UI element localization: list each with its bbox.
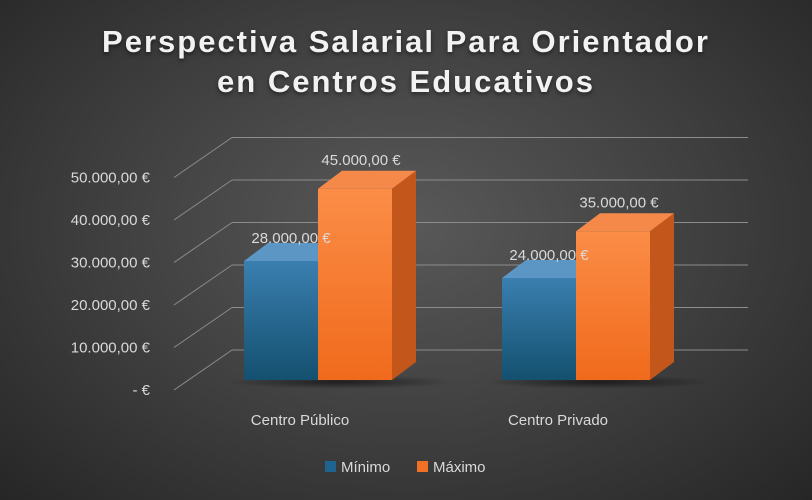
- bar-front-face: [318, 188, 392, 380]
- legend-label: Mínimo: [341, 459, 390, 476]
- bar-front-face: [502, 278, 576, 380]
- gridline-diagonal: [173, 137, 233, 178]
- data-label: 35.000,00 €: [579, 194, 659, 211]
- chart-title-line-2: en Centros Educativos: [217, 64, 595, 99]
- bar-top-face: [502, 260, 600, 278]
- chart-title: Perspectiva Salarial Para Orientador en …: [0, 22, 812, 102]
- y-tick-label: 40.000,00 €: [71, 212, 151, 229]
- label-layer: Centro Público 28.000,00 € 45.000,00 € Cent…: [251, 152, 659, 429]
- x-tick-label: Centro Privado: [508, 412, 608, 429]
- legend-swatch: [325, 461, 336, 472]
- legend-item-minimo: Mínimo: [325, 459, 390, 476]
- legend-swatch: [417, 461, 428, 472]
- bar-side-face: [392, 170, 416, 380]
- gridline-diagonal: [173, 349, 233, 391]
- x-tick-label: Centro Público: [251, 412, 349, 429]
- bar-maximo: [318, 170, 416, 380]
- y-tick-label: 10.000,00 €: [71, 340, 151, 357]
- chart-title-line-1: Perspectiva Salarial Para Orientador: [102, 24, 710, 59]
- data-label: 28.000,00 €: [251, 230, 331, 247]
- gridline-diagonal: [173, 264, 233, 306]
- bar-top-face: [318, 170, 416, 189]
- bar-side-face: [650, 213, 674, 380]
- bar-layer: [244, 170, 674, 380]
- data-label: 24.000,00 €: [509, 247, 589, 264]
- gridline-diagonal: [173, 179, 233, 221]
- legend-item-maximo: Máximo: [417, 459, 486, 476]
- y-tick-label: 50.000,00 €: [71, 170, 151, 187]
- gridline-diagonal: [173, 307, 233, 348]
- y-tick-label: - €: [132, 382, 150, 399]
- gridline-diagonal: [173, 222, 233, 263]
- bar-front-face: [244, 261, 318, 380]
- legend-label: Máximo: [433, 459, 486, 476]
- y-tick-label: 30.000,00 €: [71, 255, 151, 272]
- legend: Mínimo Máximo: [325, 459, 486, 476]
- grid-layer: - € 10.000,00 € 20.000,00 € 30.000,00 € 40.0…: [71, 137, 748, 399]
- bar-top-face: [576, 213, 674, 232]
- bar-top-face: [244, 243, 342, 261]
- bar-maximo: [576, 213, 674, 380]
- bar-front-face: [576, 231, 650, 380]
- data-label: 45.000,00 €: [321, 152, 401, 169]
- y-tick-label: 20.000,00 €: [71, 297, 151, 314]
